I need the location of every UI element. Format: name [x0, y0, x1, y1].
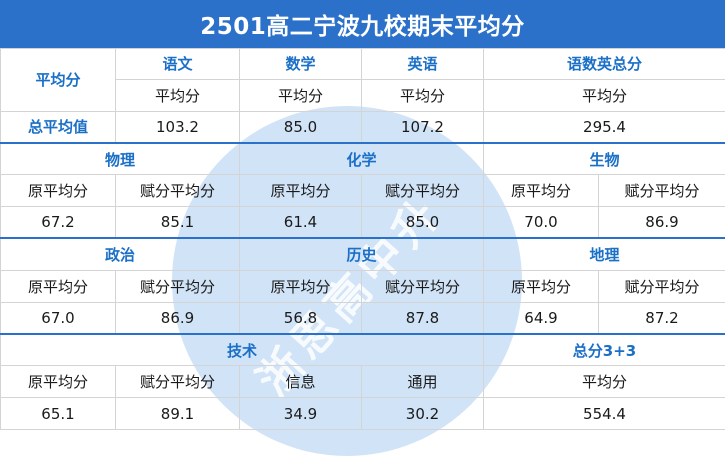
table-row: 67.0 86.9 56.8 87.8 64.9 87.2 — [1, 302, 725, 334]
value-history-raw: 56.8 — [240, 302, 362, 334]
avg-row-label: 平均分 — [1, 49, 116, 112]
sub-label: 平均分 — [240, 79, 362, 111]
scaled-avg-label: 赋分平均分 — [599, 175, 725, 207]
raw-avg-label: 原平均分 — [240, 175, 362, 207]
subject-chinese: 语文 — [116, 49, 240, 80]
value-chinese: 103.2 — [116, 111, 240, 143]
value-total-3plus3: 554.4 — [484, 398, 725, 430]
total-avg-label: 总平均值 — [1, 111, 116, 143]
raw-avg-label: 原平均分 — [1, 366, 116, 398]
table-row: 物理 化学 生物 — [1, 143, 725, 175]
subject-english: 英语 — [362, 49, 484, 80]
value-physics-raw: 67.2 — [1, 207, 116, 239]
sub-label: 平均分 — [484, 79, 725, 111]
sub-label: 平均分 — [116, 79, 240, 111]
score-table: 平均分 语文 数学 英语 语数英总分 平均分 平均分 平均分 平均分 总平均值 … — [0, 48, 725, 430]
sub-label: 平均分 — [362, 79, 484, 111]
scaled-avg-label: 赋分平均分 — [116, 175, 240, 207]
subject-biology: 生物 — [484, 143, 725, 175]
value-politics-raw: 67.0 — [1, 302, 116, 334]
value-chemistry-scaled: 85.0 — [362, 207, 484, 239]
avg-label: 平均分 — [484, 366, 725, 398]
value-tech-raw: 65.1 — [1, 398, 116, 430]
value-biology-raw: 70.0 — [484, 207, 599, 239]
table-row: 政治 历史 地理 — [1, 238, 725, 270]
value-history-scaled: 87.8 — [362, 302, 484, 334]
scaled-avg-label: 赋分平均分 — [362, 270, 484, 302]
page-title: 2501高二宁波九校期末平均分 — [0, 0, 725, 48]
subject-geography: 地理 — [484, 238, 725, 270]
scaled-avg-label: 赋分平均分 — [599, 270, 725, 302]
raw-avg-label: 原平均分 — [240, 270, 362, 302]
raw-avg-label: 原平均分 — [484, 175, 599, 207]
value-tech-scaled: 89.1 — [116, 398, 240, 430]
value-physics-scaled: 85.1 — [116, 207, 240, 239]
table-row: 总平均值 103.2 85.0 107.2 295.4 — [1, 111, 725, 143]
table-row: 原平均分 赋分平均分 原平均分 赋分平均分 原平均分 赋分平均分 — [1, 175, 725, 207]
page: 2501高二宁波九校期末平均分 浙思高中升 平均分 语文 数学 英语 语数英总分… — [0, 0, 725, 430]
table-row: 技术 总分3+3 — [1, 334, 725, 366]
table-row: 65.1 89.1 34.9 30.2 554.4 — [1, 398, 725, 430]
subject-politics: 政治 — [1, 238, 240, 270]
table-row: 原平均分 赋分平均分 原平均分 赋分平均分 原平均分 赋分平均分 — [1, 270, 725, 302]
table-row: 67.2 85.1 61.4 85.0 70.0 86.9 — [1, 207, 725, 239]
general-tech-label: 通用 — [362, 366, 484, 398]
value-geography-scaled: 87.2 — [599, 302, 725, 334]
info-tech-label: 信息 — [240, 366, 362, 398]
subject-physics: 物理 — [1, 143, 240, 175]
scaled-avg-label: 赋分平均分 — [116, 366, 240, 398]
value-politics-scaled: 86.9 — [116, 302, 240, 334]
table-row: 平均分 语文 数学 英语 语数英总分 — [1, 49, 725, 80]
score-sheet: 浙思高中升 平均分 语文 数学 英语 语数英总分 平均分 平均分 平均分 平均分 — [0, 48, 725, 430]
raw-avg-label: 原平均分 — [1, 175, 116, 207]
subject-chemistry: 化学 — [240, 143, 484, 175]
raw-avg-label: 原平均分 — [1, 270, 116, 302]
value-biology-scaled: 86.9 — [599, 207, 725, 239]
value-geography-raw: 64.9 — [484, 302, 599, 334]
subject-technology: 技术 — [1, 334, 484, 366]
table-row: 原平均分 赋分平均分 信息 通用 平均分 — [1, 366, 725, 398]
value-general-tech: 30.2 — [362, 398, 484, 430]
subject-history: 历史 — [240, 238, 484, 270]
subject-math: 数学 — [240, 49, 362, 80]
scaled-avg-label: 赋分平均分 — [116, 270, 240, 302]
value-core-total: 295.4 — [484, 111, 725, 143]
subject-total-3plus3: 总分3+3 — [484, 334, 725, 366]
value-chemistry-raw: 61.4 — [240, 207, 362, 239]
scaled-avg-label: 赋分平均分 — [362, 175, 484, 207]
subject-core-total: 语数英总分 — [484, 49, 725, 80]
raw-avg-label: 原平均分 — [484, 270, 599, 302]
value-math: 85.0 — [240, 111, 362, 143]
value-english: 107.2 — [362, 111, 484, 143]
value-info-tech: 34.9 — [240, 398, 362, 430]
